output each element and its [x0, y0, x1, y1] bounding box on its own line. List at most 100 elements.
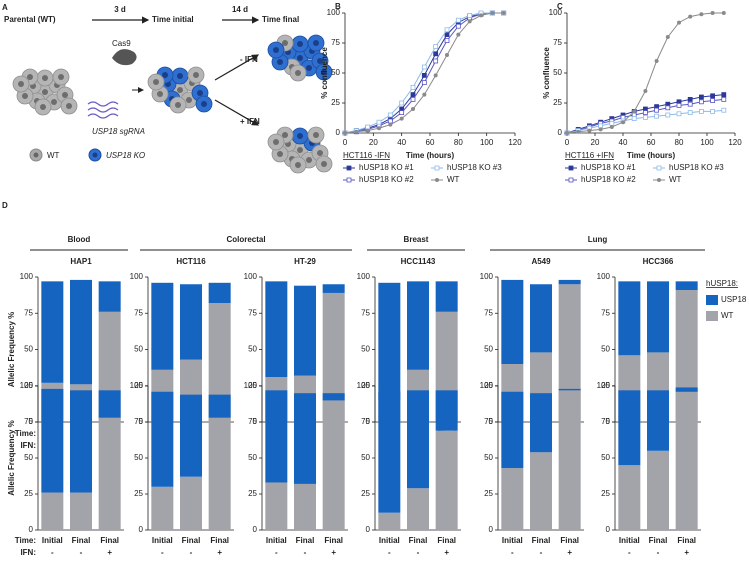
y-tick-label: 75: [484, 308, 493, 317]
cell-nucleus: [277, 151, 283, 157]
y-tick-label: 75: [134, 308, 143, 317]
y-tick-label: 100: [244, 381, 258, 390]
point: [433, 73, 438, 78]
y-tick-label: 25: [24, 489, 33, 498]
point: [411, 107, 415, 111]
y-tick-label: 50: [484, 453, 493, 462]
bar-segment: [407, 390, 429, 489]
y-tick-label: 25: [484, 489, 493, 498]
x-tick-label: 0: [565, 138, 570, 147]
bar-segment: [208, 394, 231, 418]
y-axis-label: % confluence: [320, 47, 329, 99]
y-tick-label: 25: [553, 98, 562, 107]
bar-segment: [501, 468, 524, 530]
cell-nucleus: [18, 81, 24, 87]
bar-segment: [435, 430, 458, 530]
bar-segment: [70, 390, 92, 493]
legend-label: hUSP18 KO #2: [581, 175, 636, 184]
bar-segment: [407, 488, 429, 530]
point: [665, 112, 671, 118]
y-tick-label: 25: [601, 381, 610, 390]
y-tick-label: 0: [336, 128, 341, 137]
bar-segment: [294, 285, 316, 376]
point: [387, 112, 393, 118]
y-tick-label: 0: [366, 525, 371, 534]
y-tick-label: 75: [134, 417, 143, 426]
y-tick-label: 50: [601, 345, 610, 354]
y-tick-label: 100: [244, 272, 258, 281]
cell-nucleus: [295, 162, 301, 168]
point: [365, 128, 370, 133]
point: [490, 11, 495, 15]
ifn-label: -: [304, 548, 307, 557]
bar-segment: [501, 391, 524, 469]
y-tick-label: 0: [489, 417, 494, 426]
point: [688, 14, 693, 19]
cell-nucleus: [295, 70, 301, 76]
legend-swatch: [706, 311, 718, 321]
bar-segment: [151, 282, 174, 370]
step-duration: 3 d: [114, 5, 126, 14]
ifn-label: -: [161, 548, 164, 557]
bar-segment: [435, 390, 458, 431]
ifn-label: -: [388, 548, 391, 557]
x-tick-label: 20: [369, 138, 378, 147]
bar-segment: [151, 486, 174, 530]
x-tick-label: 100: [480, 138, 494, 147]
legend-marker: [657, 178, 661, 182]
y-tick-label: 75: [248, 417, 257, 426]
y-tick-label: 0: [139, 417, 144, 426]
bar-segment: [294, 393, 316, 484]
x-tick-label: 100: [700, 138, 714, 147]
y-tick-label: 0: [366, 417, 371, 426]
cell-nucleus: [51, 99, 57, 105]
ifn-label: +: [444, 548, 449, 557]
y-tick-label: 100: [597, 272, 611, 281]
point: [609, 121, 615, 126]
point: [410, 97, 416, 102]
chart-title: HCT116: [176, 257, 206, 266]
ifn-label: +: [217, 548, 222, 557]
point: [665, 35, 670, 39]
bar-segment: [294, 483, 316, 530]
bar-segment: [618, 390, 641, 466]
x-tick-label: Initial: [502, 536, 523, 545]
step-label: Parental (WT): [4, 15, 56, 24]
bar-segment: [265, 482, 288, 530]
bar-segment: [647, 390, 669, 451]
row-label: Time:: [15, 429, 36, 438]
cell-nucleus: [193, 72, 199, 78]
x-tick-label: 120: [728, 138, 742, 147]
x-tick-label: Initial: [42, 536, 63, 545]
cas9-label: Cas9: [112, 39, 131, 48]
bar-segment: [378, 282, 401, 401]
y-tick-label: 0: [253, 417, 258, 426]
bar-segment: [558, 284, 581, 422]
y-tick-label: 75: [24, 417, 33, 426]
series-line: [344, 12, 504, 134]
point: [456, 32, 461, 37]
y-tick-label: 25: [331, 98, 340, 107]
x-axis-label: Time (hours): [627, 151, 676, 160]
point: [377, 126, 381, 131]
bar-segment: [501, 279, 524, 364]
legend-label: WT: [447, 175, 460, 184]
y-tick-label: 75: [361, 308, 370, 317]
point: [687, 110, 693, 115]
cell-nucleus: [277, 59, 283, 65]
bar-segment: [618, 465, 641, 530]
panel-label: A: [2, 3, 8, 12]
point: [387, 118, 393, 124]
cell-nucleus: [313, 40, 319, 46]
point: [721, 11, 726, 15]
ifn-label: -: [80, 548, 83, 557]
y-tick-label: 75: [24, 308, 33, 317]
point: [501, 11, 506, 15]
bar-segment: [98, 417, 121, 530]
y-tick-label: 50: [361, 453, 370, 462]
y-tick-label: 25: [361, 381, 370, 390]
point: [721, 92, 727, 97]
point: [721, 97, 727, 102]
y-tick-label: 100: [480, 272, 494, 281]
legend-label: hUSP18 KO #3: [447, 163, 502, 172]
